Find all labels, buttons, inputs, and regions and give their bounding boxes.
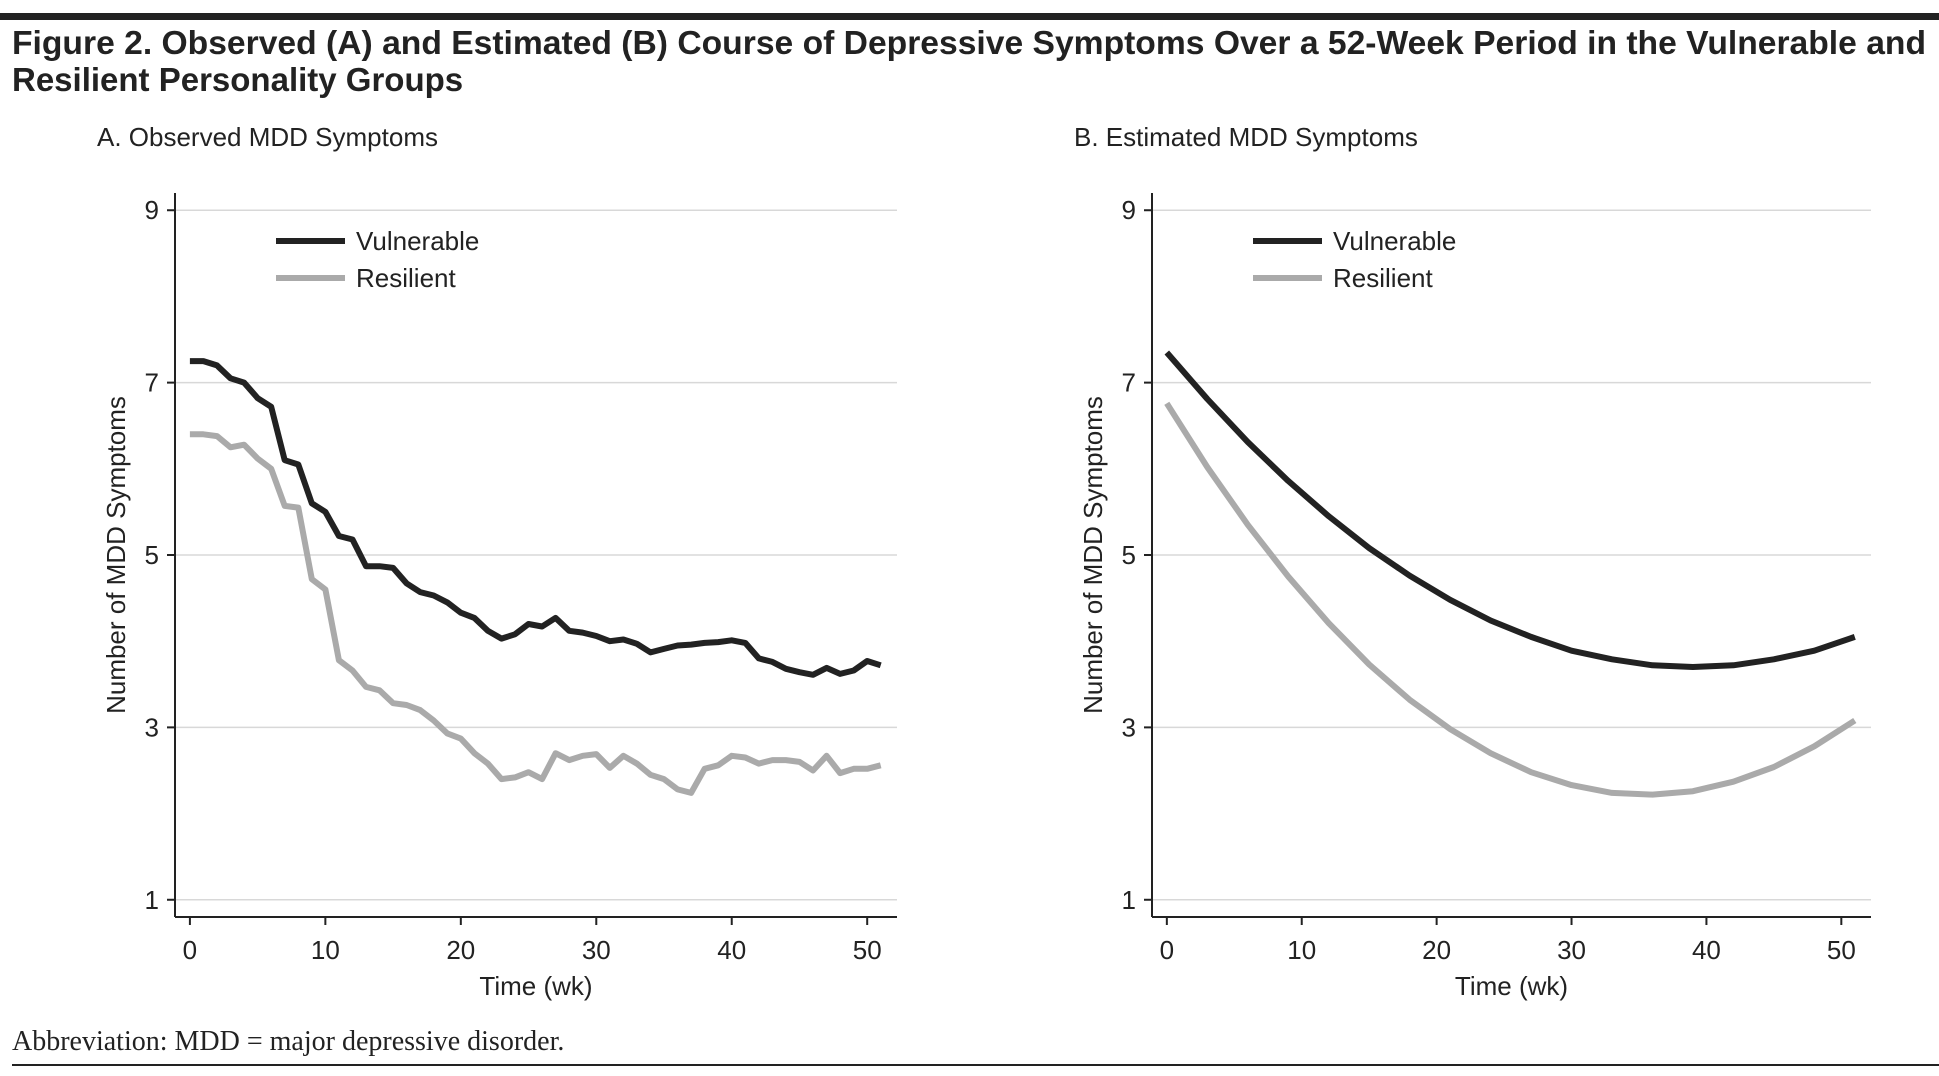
y-tick-label: 7 [145, 368, 159, 398]
legend-label: Resilient [1333, 263, 1433, 293]
series-line [1164, 401, 1857, 798]
y-tick-label: 9 [145, 195, 159, 225]
x-tick-label: 30 [582, 935, 611, 965]
x-tick-label: 40 [1692, 935, 1721, 965]
top-rule [0, 13, 1939, 20]
y-tick-label: 5 [145, 540, 159, 570]
series-line [189, 358, 882, 678]
x-tick-label: 10 [311, 935, 340, 965]
y-tick-label: 5 [1122, 540, 1136, 570]
x-axis-label: Time (wk) [1455, 971, 1568, 1001]
y-tick-label: 7 [1122, 368, 1136, 398]
x-tick-label: 50 [853, 935, 882, 965]
x-tick-label: 20 [1422, 935, 1451, 965]
figure-title: Figure 2. Observed (A) and Estimated (B)… [12, 24, 1926, 61]
y-tick-label: 3 [1122, 712, 1136, 742]
x-tick-label: 30 [1557, 935, 1586, 965]
x-tick-label: 0 [1160, 935, 1174, 965]
bottom-rule [12, 1064, 1939, 1066]
y-tick-label: 9 [1122, 195, 1136, 225]
panel-title: B. Estimated MDD Symptoms [1074, 122, 1418, 152]
y-tick-label: 1 [1122, 885, 1136, 915]
x-tick-label: 40 [717, 935, 746, 965]
y-axis-label: Number of MDD Symptoms [101, 396, 131, 714]
x-axis-label: Time (wk) [479, 971, 592, 1001]
footnote: Abbreviation: MDD = major depressive dis… [12, 1026, 564, 1057]
figure-title: Resilient Personality Groups [12, 61, 463, 98]
x-tick-label: 0 [183, 935, 197, 965]
x-tick-label: 50 [1827, 935, 1856, 965]
series-line [1164, 350, 1856, 670]
panel-title: A. Observed MDD Symptoms [97, 122, 438, 152]
x-tick-label: 10 [1287, 935, 1316, 965]
y-tick-label: 3 [145, 712, 159, 742]
series-line [189, 431, 882, 796]
legend-label: Vulnerable [356, 226, 479, 256]
legend-label: Vulnerable [1333, 226, 1456, 256]
y-tick-label: 1 [145, 885, 159, 915]
x-tick-label: 20 [446, 935, 475, 965]
y-axis-label: Number of MDD Symptoms [1078, 396, 1108, 714]
legend-label: Resilient [356, 263, 456, 293]
